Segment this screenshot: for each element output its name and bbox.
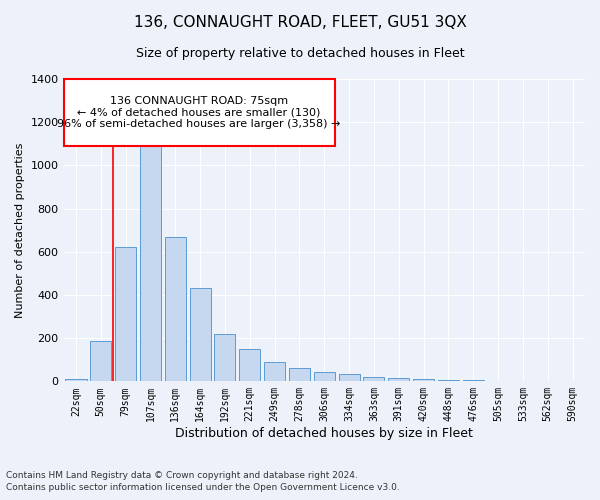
X-axis label: Distribution of detached houses by size in Fleet: Distribution of detached houses by size … xyxy=(175,427,473,440)
Bar xyxy=(438,380,459,382)
Bar xyxy=(90,342,112,382)
Bar xyxy=(364,377,385,382)
Text: 136, CONNAUGHT ROAD, FLEET, GU51 3QX: 136, CONNAUGHT ROAD, FLEET, GU51 3QX xyxy=(134,15,466,30)
Bar xyxy=(413,379,434,382)
Bar xyxy=(388,378,409,382)
Bar xyxy=(463,380,484,382)
Bar xyxy=(314,372,335,382)
Text: Contains HM Land Registry data © Crown copyright and database right 2024.: Contains HM Land Registry data © Crown c… xyxy=(6,471,358,480)
Bar xyxy=(214,334,235,382)
Text: Contains public sector information licensed under the Open Government Licence v3: Contains public sector information licen… xyxy=(6,484,400,492)
Bar xyxy=(65,379,86,382)
Bar xyxy=(289,368,310,382)
Bar xyxy=(115,248,136,382)
Bar xyxy=(190,288,211,382)
Bar xyxy=(140,144,161,382)
Bar xyxy=(165,236,186,382)
Bar xyxy=(338,374,359,382)
Y-axis label: Number of detached properties: Number of detached properties xyxy=(15,142,25,318)
Text: Size of property relative to detached houses in Fleet: Size of property relative to detached ho… xyxy=(136,48,464,60)
Bar xyxy=(488,380,509,382)
Text: 136 CONNAUGHT ROAD: 75sqm
← 4% of detached houses are smaller (130)
96% of semi-: 136 CONNAUGHT ROAD: 75sqm ← 4% of detach… xyxy=(58,96,341,129)
Bar xyxy=(264,362,285,382)
Bar xyxy=(239,349,260,382)
